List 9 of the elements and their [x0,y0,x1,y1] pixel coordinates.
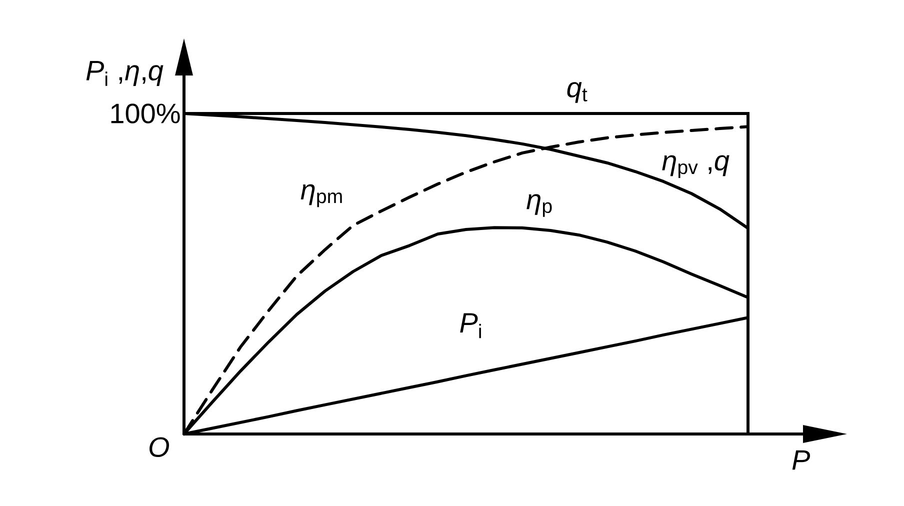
series-label: η$_{pv}$ ,q [662,155,730,178]
text: O [150,437,170,458]
series-label: η$_{p}$ [526,194,552,217]
series-label: η$_{pm}$ [300,184,342,208]
ref-line-label: q$_{t}$ [567,82,588,103]
x-axis-title: P [792,450,810,470]
y-axis-title: P$_{i}$ ,η,q [86,60,164,86]
text: 100% [111,104,180,124]
series-label: P$_{i}$ [460,313,481,338]
